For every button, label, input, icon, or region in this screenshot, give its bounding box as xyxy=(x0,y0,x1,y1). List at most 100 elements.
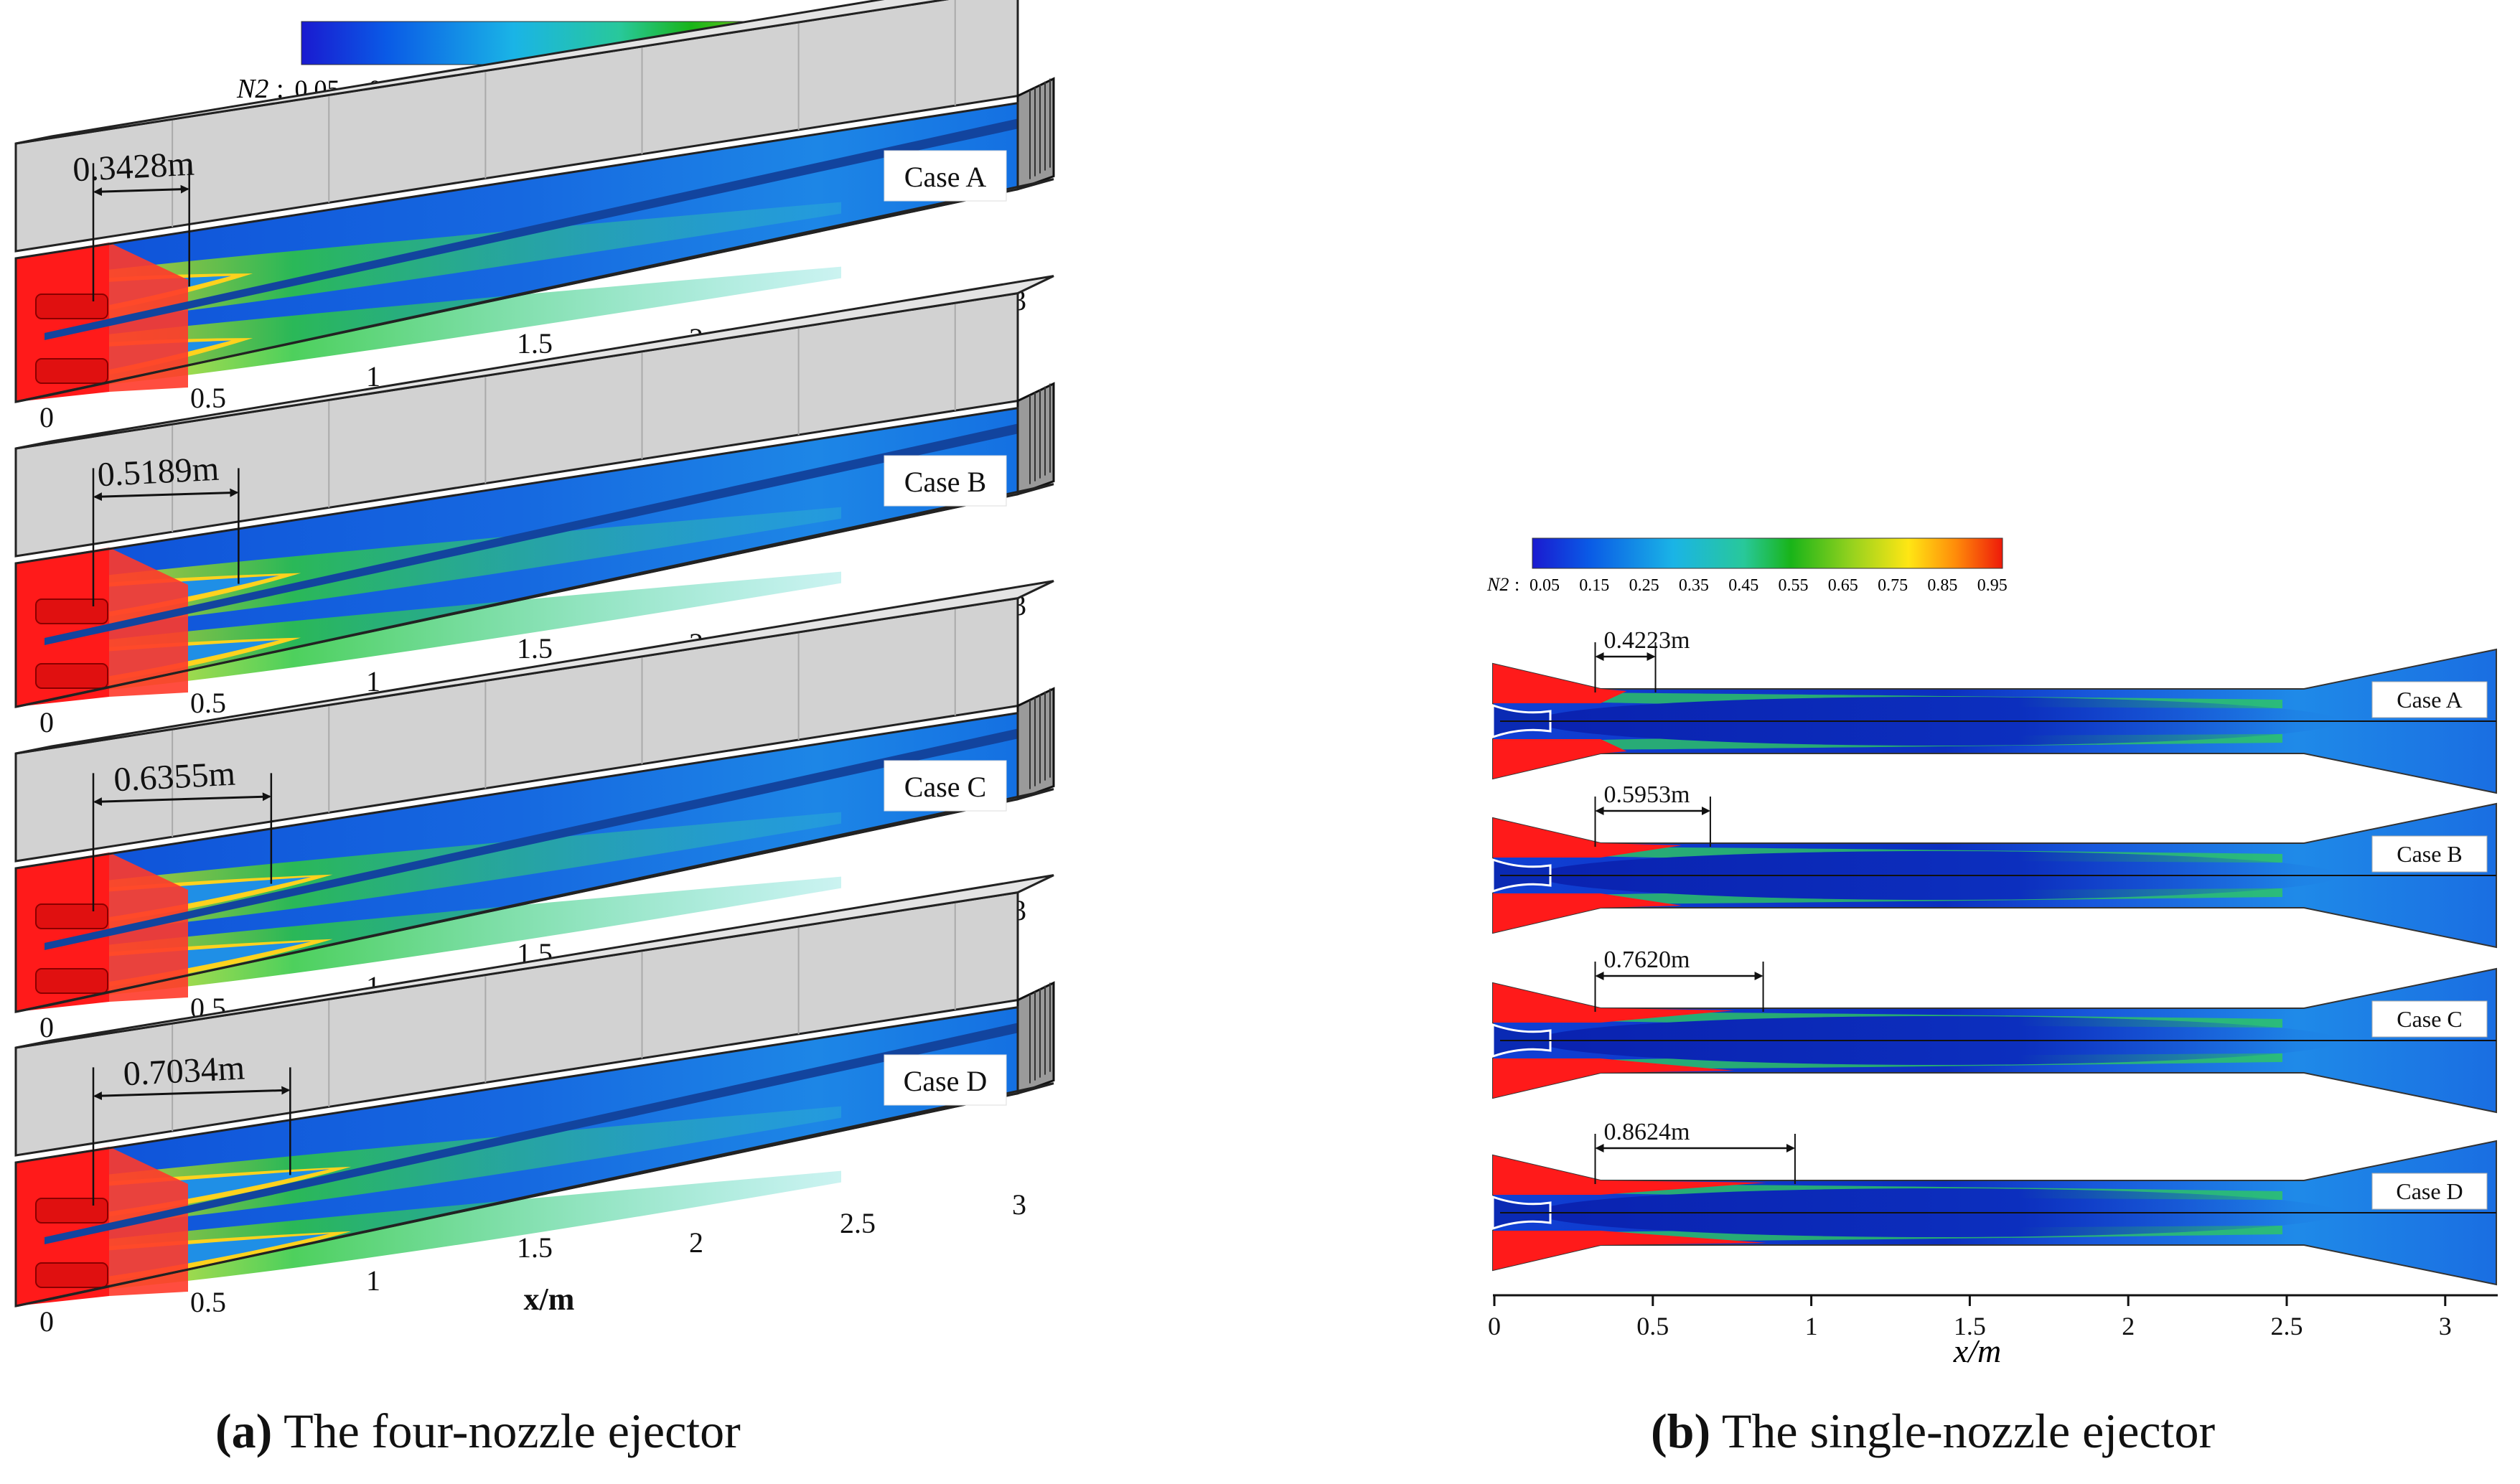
back-wall xyxy=(14,0,1019,253)
mixing-length-label: 0.5189m xyxy=(96,450,220,494)
x-tick-label: 3 xyxy=(2439,1312,2452,1340)
lower-inlet xyxy=(1493,739,1627,779)
x-tick-label: 2 xyxy=(2122,1312,2135,1340)
nozzle-icon xyxy=(35,1262,108,1288)
lower-plume-edge xyxy=(59,876,841,999)
x-tick-label: 2.5 xyxy=(840,1207,876,1239)
dim-arrow xyxy=(93,184,189,197)
panel-b-case-0: 0.4223m Case A xyxy=(1491,627,2497,794)
top-edge xyxy=(15,275,1054,450)
x-tick-label: 0 xyxy=(1488,1312,1501,1340)
lower-inlet xyxy=(1493,893,1682,933)
case-label: Case B xyxy=(2397,841,2463,867)
x-tick-label: 0.5 xyxy=(1636,1312,1669,1340)
x-tick-label: 1.5 xyxy=(517,1231,553,1264)
mixing-length-label: 0.5953m xyxy=(1604,781,1690,808)
x-tick-label: 1 xyxy=(366,360,380,393)
colorbar-b-tick: 0.85 xyxy=(1927,576,1957,595)
front-outline xyxy=(14,406,1019,708)
colorbar-b-ticks: 0.05 0.15 0.25 0.35 0.45 0.55 0.65 0.75 0.85 0.95 xyxy=(1530,576,2008,595)
colorbar-a-suffix: : xyxy=(276,74,284,104)
panel-a-case-3: 0.7034m Case D 0 0.5 1 1.5 2 2.5 3 x/m xyxy=(14,874,1055,1338)
nozzle-icon xyxy=(35,968,108,994)
center-plate xyxy=(45,727,1024,950)
x-tick-label: 2.5 xyxy=(2271,1312,2303,1340)
panel-b-case-3: 0.8624m Case D xyxy=(1491,1119,2497,1286)
colorbar-b-gradient xyxy=(1532,537,2003,569)
mixing-length-label: 0.7620m xyxy=(1604,947,1690,973)
colorbar-b: N2 : 0.05 0.15 0.25 0.35 0.45 0.55 0.65 0.75 0.8… xyxy=(1486,537,2008,595)
x-tick-label: 3 xyxy=(1012,1188,1026,1221)
panel-a-four-nozzle: 0.3428m Case A 0 0.5 1 1.5 2 2.5 3 x/m 0.5189m Case… xyxy=(14,0,1055,1338)
case-label: Case C xyxy=(904,771,986,803)
colorbar-a-symbol: N2 xyxy=(236,74,268,104)
case-label: Case B xyxy=(904,466,986,498)
axis-b-label: x/m xyxy=(1953,1333,2001,1369)
case-label: Case C xyxy=(2397,1006,2463,1032)
case-label-box xyxy=(2371,681,2488,718)
front-outline xyxy=(14,711,1019,1013)
nozzle-icon xyxy=(35,358,108,384)
lower-plume-edge xyxy=(59,266,841,389)
colorbar-b-tick: 0.65 xyxy=(1828,576,1858,595)
colorbar-b-tick: 0.55 xyxy=(1779,576,1809,595)
lower-inlet xyxy=(1493,1231,1766,1270)
colorbar-b-tick: 0.95 xyxy=(1977,576,2008,595)
dim-arrow xyxy=(93,488,239,502)
center-plate xyxy=(45,117,1024,340)
caption-b-label: (b) xyxy=(1651,1404,1711,1458)
upper-inlet xyxy=(1493,664,1627,703)
colorbar-b-tick: 0.35 xyxy=(1679,576,1709,595)
lower-plume-edge xyxy=(59,1170,841,1293)
dim-arrow xyxy=(93,792,271,807)
nozzle-icon xyxy=(35,903,108,929)
colorbar-b-tick: 0.15 xyxy=(1579,576,1609,595)
colorbar-b-tick: 0.05 xyxy=(1530,576,1560,595)
caption-b-text: The single-nozzle ejector xyxy=(1721,1404,2216,1458)
case-label-box xyxy=(884,1054,1007,1106)
colorbar-b-tick: 0.45 xyxy=(1728,576,1758,595)
x-tick-label: 1 xyxy=(366,665,380,698)
case-label: Case D xyxy=(904,1065,988,1097)
mixing-length-label: 0.4223m xyxy=(1604,627,1690,654)
caption-a-text: The four-nozzle ejector xyxy=(284,1404,741,1458)
case-label-box xyxy=(2371,835,2488,873)
mixing-length-label: 0.7034m xyxy=(122,1049,245,1094)
case-label-box xyxy=(884,455,1007,507)
mixing-length-label: 0.6355m xyxy=(113,755,236,799)
panel-b-case-2: 0.7620m Case C xyxy=(1491,947,2497,1114)
case-label-box xyxy=(2371,1173,2488,1210)
caption-b: (b) The single-nozzle ejector xyxy=(1651,1403,2215,1460)
nozzle-icon xyxy=(35,1198,108,1224)
lower-inlet xyxy=(1493,1058,1735,1098)
lower-plume-edge xyxy=(59,571,841,694)
top-edge xyxy=(15,0,950,145)
center-plate xyxy=(45,422,1024,645)
panel-b-x-axis: x/m 0 0.5 1 1.5 2 2.5 3 xyxy=(1488,1294,2498,1369)
colorbar-b-suffix: : xyxy=(1514,574,1519,595)
x-tick-label: 0 xyxy=(39,1305,54,1338)
x-tick-label: 0 xyxy=(39,1011,54,1043)
mixing-length-label: 0.3428m xyxy=(72,145,195,189)
case-label: Case D xyxy=(2396,1178,2463,1204)
case-label-box xyxy=(884,150,1007,202)
upper-inlet xyxy=(1493,983,1735,1023)
top-edge xyxy=(15,874,1054,1049)
x-tick-label: 1.5 xyxy=(517,327,553,360)
upper-inlet xyxy=(1493,818,1682,858)
x-tick-label: 1 xyxy=(1805,1312,1818,1340)
x-tick-label: 1 xyxy=(366,1264,380,1297)
center-plate xyxy=(45,1021,1024,1244)
colorbar-b-symbol: N2 xyxy=(1486,574,1509,595)
x-tick-label: 2 xyxy=(689,1226,703,1259)
x-axis-label: x/m xyxy=(524,1282,575,1317)
dim-arrow xyxy=(93,1086,291,1101)
x-tick-label: 1.5 xyxy=(1954,1312,1986,1340)
colorbar-b-tick: 0.75 xyxy=(1878,576,1908,595)
panel-b-case-1: 0.5953m Case B xyxy=(1491,781,2497,949)
